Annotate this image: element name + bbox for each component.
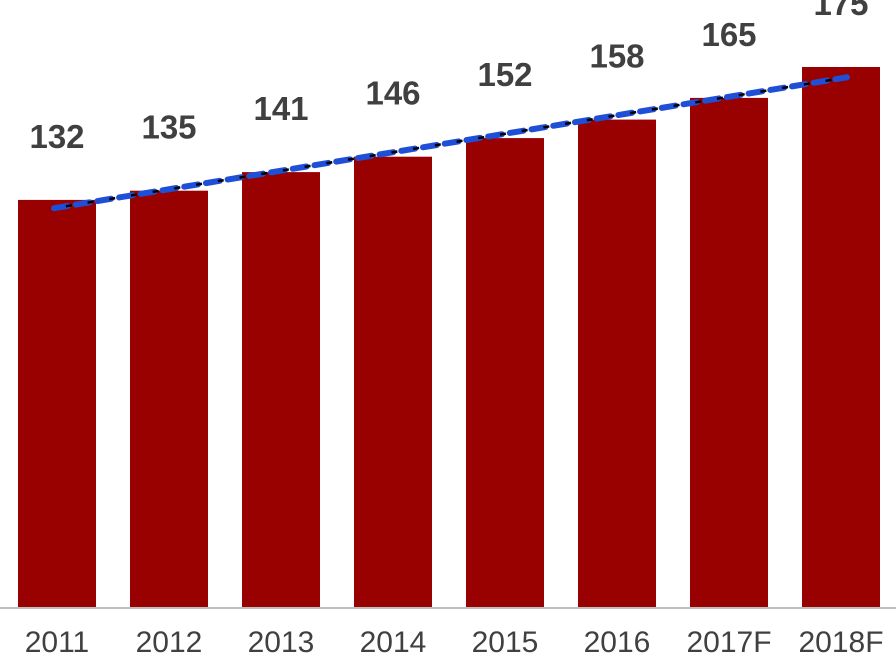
trendline-dashed-blue — [51, 74, 850, 212]
x-tick-label-2013: 2013 — [248, 626, 315, 659]
bars — [18, 67, 880, 609]
x-tick-label-2016: 2016 — [584, 626, 651, 659]
x-tick-label-2012: 2012 — [136, 626, 203, 659]
value-label-2014: 146 — [365, 75, 420, 112]
trendline — [51, 74, 850, 212]
x-tick-label-2011: 2011 — [25, 626, 90, 659]
value-label-2012: 135 — [141, 109, 196, 146]
bar-2015 — [466, 138, 544, 608]
value-label-2017f: 165 — [701, 16, 756, 53]
value-label-2018f: 175 — [813, 0, 868, 22]
bar-2012 — [130, 190, 208, 608]
x-tick-labels: 2011 2012 2013 2014 2015 2016 2017F 2018F — [25, 626, 884, 659]
x-tick-label-2014: 2014 — [360, 626, 427, 659]
value-labels: 132 135 141 146 152 158 165 175 — [29, 0, 868, 155]
bar-2018f — [802, 67, 880, 608]
bar-2014 — [354, 156, 432, 608]
value-label-2013: 141 — [253, 90, 308, 127]
bar-2016 — [578, 119, 656, 608]
value-label-2011: 132 — [29, 118, 84, 155]
bar-2011 — [18, 199, 96, 608]
x-tick-label-2018f: 2018F — [798, 626, 883, 659]
value-label-2015: 152 — [477, 56, 532, 93]
bar-2017f — [690, 97, 768, 609]
bar-2013 — [242, 172, 320, 608]
x-tick-label-2017f: 2017F — [686, 626, 771, 659]
value-label-2016: 158 — [589, 38, 644, 75]
x-tick-label-2015: 2015 — [472, 626, 539, 659]
